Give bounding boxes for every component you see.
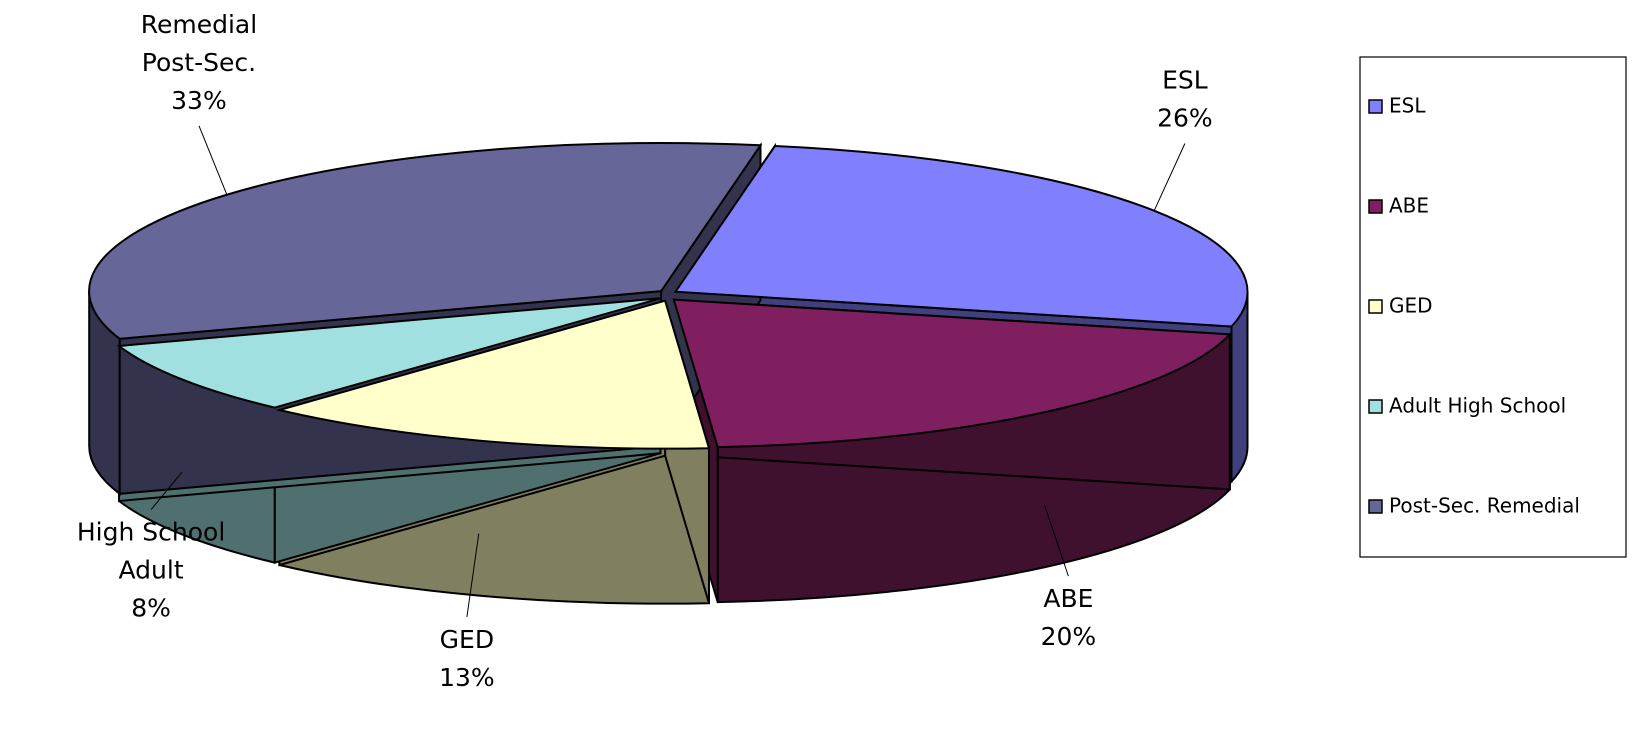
tops [88, 142, 1249, 450]
slice [672, 298, 1232, 449]
slice [673, 144, 1249, 328]
data-label-name: Post-Sec. [142, 48, 256, 77]
leader-line [1044, 505, 1069, 577]
legend-label: Adult High School [1389, 394, 1566, 418]
data-label-name: GED [440, 625, 494, 654]
slice [116, 297, 661, 409]
leader-line [466, 533, 480, 617]
data-label-name: ABE [1043, 584, 1093, 613]
data-label-name: Remedial [141, 10, 257, 39]
legend-label: GED [1389, 294, 1433, 318]
data-label-value: 20% [1041, 622, 1097, 651]
legend-label: ABE [1389, 194, 1429, 218]
data-label-value: 26% [1157, 104, 1213, 133]
legend-swatch [1368, 199, 1383, 214]
legend-label: ESL [1389, 94, 1426, 118]
legend-swatch [1368, 299, 1383, 314]
legend-label: Post-Sec. Remedial [1389, 494, 1580, 518]
data-labels: ESL 26% ABE 20% GED 13% High School Adult 8% Reme… [77, 10, 1213, 692]
data-label-name: High School [77, 518, 225, 547]
data-label-name: ESL [1162, 66, 1208, 95]
data-label-name: Adult [119, 556, 184, 585]
data-label-value: 8% [131, 594, 171, 623]
leader-line [150, 471, 183, 510]
legend-swatch [1368, 499, 1383, 514]
leader-line [198, 125, 228, 195]
data-label-value: 13% [439, 663, 495, 692]
legend-box [1359, 56, 1627, 558]
data-label-value: 33% [171, 86, 227, 115]
slice [275, 299, 711, 450]
leader-line [1153, 143, 1186, 211]
legend-swatch [1368, 99, 1383, 114]
legend: ESL ABE GED Adult High School Post-Sec. Reme… [1368, 94, 1580, 518]
legend-swatch [1368, 399, 1383, 414]
